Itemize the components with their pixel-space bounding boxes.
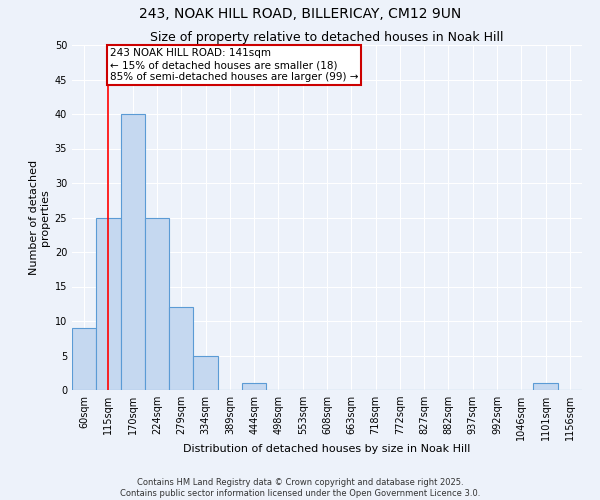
Y-axis label: Number of detached
properties: Number of detached properties: [29, 160, 50, 275]
X-axis label: Distribution of detached houses by size in Noak Hill: Distribution of detached houses by size …: [184, 444, 470, 454]
Text: 243, NOAK HILL ROAD, BILLERICAY, CM12 9UN: 243, NOAK HILL ROAD, BILLERICAY, CM12 9U…: [139, 8, 461, 22]
Text: Contains HM Land Registry data © Crown copyright and database right 2025.
Contai: Contains HM Land Registry data © Crown c…: [120, 478, 480, 498]
Title: Size of property relative to detached houses in Noak Hill: Size of property relative to detached ho…: [150, 31, 504, 44]
Text: 243 NOAK HILL ROAD: 141sqm
← 15% of detached houses are smaller (18)
85% of semi: 243 NOAK HILL ROAD: 141sqm ← 15% of deta…: [110, 48, 358, 82]
Bar: [193, 356, 218, 390]
Bar: [121, 114, 145, 390]
Bar: [242, 383, 266, 390]
Bar: [169, 307, 193, 390]
Bar: [96, 218, 121, 390]
Bar: [72, 328, 96, 390]
Bar: [533, 383, 558, 390]
Bar: [145, 218, 169, 390]
